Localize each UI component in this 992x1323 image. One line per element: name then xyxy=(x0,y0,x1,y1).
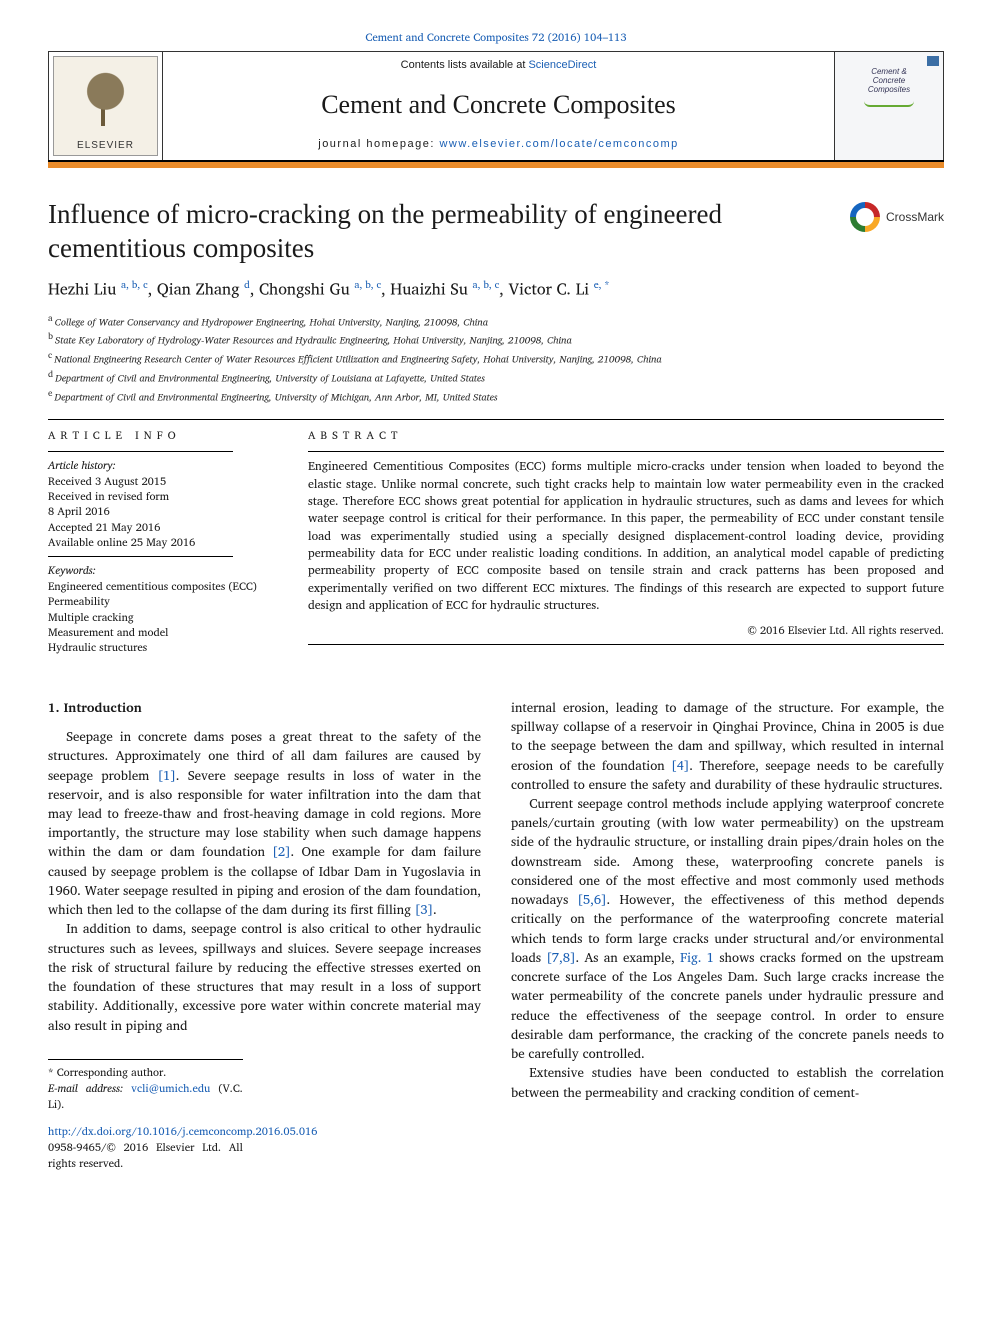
abs-divider xyxy=(308,451,944,452)
affil-e: eDepartment of Civil and Environmental E… xyxy=(48,386,944,405)
sciencedirect-link[interactable]: ScienceDirect xyxy=(528,59,596,71)
history-online: Available online 25 May 2016 xyxy=(48,535,278,550)
running-head: Cement and Concrete Composites 72 (2016)… xyxy=(48,30,944,45)
section-1-heading: 1. Introduction xyxy=(48,698,481,717)
doi-line: http://dx.doi.org/10.1016/j.cemconcomp.2… xyxy=(48,1123,243,1139)
crossmark-label: CrossMark xyxy=(886,209,944,226)
title-row: Influence of micro-cracking on the perme… xyxy=(48,198,944,266)
affil-d: dDepartment of Civil and Environmental E… xyxy=(48,367,944,386)
publisher-label: ELSEVIER xyxy=(54,139,157,153)
article-info-head: ARTICLE INFO xyxy=(48,428,278,443)
publisher-logo-box: ELSEVIER xyxy=(48,51,163,160)
body-col-right: internal erosion, leading to damage of t… xyxy=(511,698,944,1172)
footnotes: * Corresponding author. E-mail address: … xyxy=(48,1059,243,1172)
affil-c: cNational Engineering Research Center of… xyxy=(48,348,944,367)
divider xyxy=(48,419,944,420)
cover-swash-icon xyxy=(864,101,914,107)
cover-title: Cement & Concrete Composites xyxy=(841,68,937,94)
para: In addition to dams, seepage control is … xyxy=(48,919,481,1034)
abstract-head: ABSTRACT xyxy=(308,428,944,443)
keyword: Hydraulic structures xyxy=(48,640,278,655)
abs-divider-2 xyxy=(308,644,944,645)
info-abstract-row: ARTICLE INFO Article history: Received 3… xyxy=(48,428,944,656)
affil-b: bState Key Laboratory of Hydrology-Water… xyxy=(48,329,944,348)
homepage-line: journal homepage: www.elsevier.com/locat… xyxy=(173,137,824,152)
abstract-copyright: © 2016 Elsevier Ltd. All rights reserved… xyxy=(308,623,944,638)
doi-link[interactable]: http://dx.doi.org/10.1016/j.cemconcomp.2… xyxy=(48,1122,317,1140)
corresponding-email-link[interactable]: vcli@umich.edu xyxy=(131,1079,210,1097)
abstract-block: ABSTRACT Engineered Cementitious Composi… xyxy=(308,428,944,656)
cite-post: 113 xyxy=(608,28,627,46)
issn-line: 0958-9465/© 2016 Elsevier Ltd. All right… xyxy=(48,1139,243,1172)
cite-pre: Cement and Concrete Composites 72 (2016)… xyxy=(365,28,602,46)
para: Extensive studies have been conducted to… xyxy=(511,1063,944,1101)
journal-masthead: ELSEVIER Contents lists available at Sci… xyxy=(48,51,944,162)
contents-line: Contents lists available at ScienceDirec… xyxy=(173,58,824,73)
para: Current seepage control methods include … xyxy=(511,794,944,1063)
crossmark-icon xyxy=(850,202,880,232)
crossmark-widget[interactable]: CrossMark xyxy=(850,202,944,232)
para: internal erosion, leading to damage of t… xyxy=(511,698,944,794)
masthead-center: Contents lists available at ScienceDirec… xyxy=(163,51,834,160)
info-divider-2 xyxy=(48,556,233,557)
abstract-text: Engineered Cementitious Composites (ECC)… xyxy=(308,458,944,615)
journal-title: Cement and Concrete Composites xyxy=(173,87,824,123)
email-line: E-mail address: vcli@umich.edu (V.C. Li)… xyxy=(48,1080,243,1113)
body-col-left: 1. Introduction Seepage in concrete dams… xyxy=(48,698,481,1172)
authors-line: Hezhi Liu a, b, c, Qian Zhang d, Chongsh… xyxy=(48,278,944,301)
contents-pre: Contents lists available at xyxy=(401,59,529,71)
article-title: Influence of micro-cracking on the perme… xyxy=(48,198,830,266)
accent-bar xyxy=(48,162,944,168)
affil-a: aCollege of Water Conservancy and Hydrop… xyxy=(48,311,944,330)
body-columns: 1. Introduction Seepage in concrete dams… xyxy=(48,698,944,1172)
article-info: ARTICLE INFO Article history: Received 3… xyxy=(48,428,278,656)
para: Seepage in concrete dams poses a great t… xyxy=(48,727,481,919)
homepage-link[interactable]: www.elsevier.com/locate/cemconcomp xyxy=(439,138,678,150)
homepage-pre: journal homepage: xyxy=(318,138,439,150)
affiliations: aCollege of Water Conservancy and Hydrop… xyxy=(48,311,944,405)
cover-flag-icon xyxy=(927,56,939,66)
elsevier-tree-icon: ELSEVIER xyxy=(53,56,158,156)
running-head-link[interactable]: Cement and Concrete Composites 72 (2016)… xyxy=(365,28,626,46)
corresponding-note: * Corresponding author. xyxy=(48,1064,243,1080)
info-divider-1 xyxy=(48,451,233,452)
journal-cover-thumb: Cement & Concrete Composites xyxy=(834,51,944,160)
